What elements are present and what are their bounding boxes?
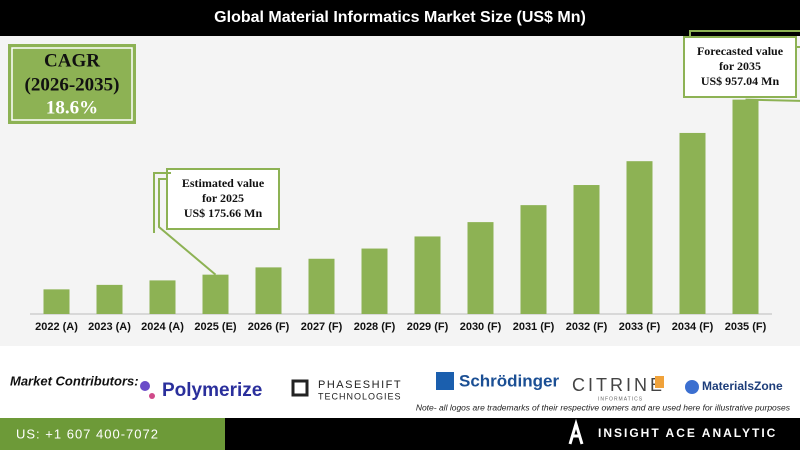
logo-icon [291,379,309,397]
disclaimer: Note- all logos are trademarks of their … [416,402,791,412]
logo: TECHNOLOGIES [318,391,402,401]
bar [149,280,176,314]
x-tick-label: 2032 (F) [566,321,608,333]
cagr-border [11,47,133,121]
annotation: US$ 957.04 Mn [701,74,780,88]
callout-line [689,30,800,37]
bar [520,205,547,314]
callout-line [745,46,800,102]
contributors-label: Market Contributors: [10,373,139,388]
callout-line [158,178,217,276]
cagr-period: (2026-2035) [25,74,120,95]
annotation: for 2035 [719,59,761,73]
x-tick-label: 2028 (F) [354,321,396,333]
x-tick-label: 2034 (F) [672,321,714,333]
logo: CITRINE [572,375,665,395]
bar [202,274,229,314]
cagr-value: 18.6% [46,97,98,118]
footer-brand: INSIGHT ACE ANALYTIC [598,426,777,440]
bar [573,185,600,314]
footer-phone: US: +1 607 400-7072 [16,426,159,441]
bar [308,258,335,314]
bar [43,289,70,314]
chart: 2022 (A) 2023 (A) 2024 (A) 2025 (E) 2026 (F)… [30,30,800,333]
logo-icon [140,381,150,391]
brand-icon [568,418,584,445]
logo: Schrödinger [459,371,560,390]
chart-title: Global Material Informatics Market Size … [214,9,586,26]
annotation: US$ 175.66 Mn [184,206,263,220]
annotation: Estimated value [182,176,265,190]
x-tick-label: 2025 (E) [194,321,237,333]
title-bar [0,0,800,36]
bar [626,161,653,314]
x-tick-label: 2033 (F) [619,321,661,333]
cagr-label: CAGR [44,50,100,71]
logo: Polymerize [162,380,262,401]
x-tick-label: 2029 (F) [407,321,449,333]
x-tick-label: 2022 (A) [35,321,78,333]
x-tick-label: 2035 (F) [725,321,767,333]
bar [96,284,123,314]
bar [467,222,494,314]
callout-line [153,172,171,233]
logo-icon [436,372,454,390]
x-tick-label: 2027 (F) [301,321,343,333]
x-tick-label: 2026 (F) [248,321,290,333]
x-tick-label: 2023 (A) [88,321,131,333]
x-tick-label: 2024 (A) [141,321,184,333]
bar [255,267,282,314]
bar [679,132,706,314]
x-tick-label: 2030 (F) [460,321,502,333]
logo-icon [149,393,155,399]
annotation: Forecasted value [697,44,784,58]
annotation: for 2025 [202,191,244,205]
logo-icon [655,376,664,388]
x-tick-label: 2031 (F) [513,321,555,333]
logo: PHASESHIFT [318,379,402,391]
callout-box [683,36,797,98]
logo: INFORMATICS [598,396,643,402]
cagr-box [8,44,136,124]
logo-icon [685,380,699,394]
footer-phone-bg [0,418,225,450]
logo: MaterialsZone [702,379,783,393]
callout-box [166,168,280,230]
bar [414,236,441,314]
bar [732,99,759,314]
bar [361,248,388,314]
